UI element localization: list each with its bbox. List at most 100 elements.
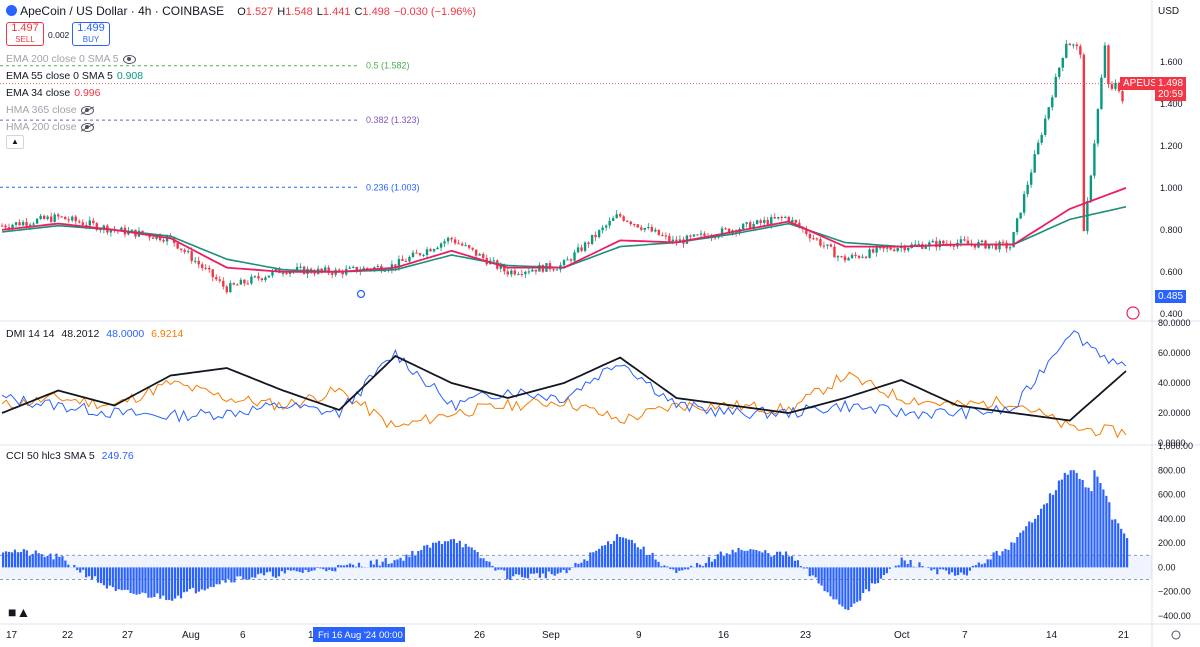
cci-tick-label: −200.00 [1158,587,1191,597]
cci-bar [897,565,900,568]
candle [805,226,808,237]
cci-tick-label: 0.00 [1158,562,1176,572]
cci-bar [862,567,865,593]
cci-bar [265,567,269,573]
candle [843,253,847,263]
collapse-legend-button[interactable]: ▲ [6,135,24,149]
cci-bar [105,567,108,589]
indicator-value: 0.996 [74,87,101,99]
buy-button[interactable]: 1.499 BUY [72,22,110,46]
cci-bar [601,545,604,568]
minus-di-line [1,371,1127,439]
candle [246,280,250,285]
dmi-adx-value: 48.2012 [61,328,100,340]
candle [186,248,190,254]
candle [534,269,538,275]
time-tick-label: 6 [240,630,246,641]
cci-bar [515,567,518,575]
indicator-row-3[interactable]: HMA 365 close [6,104,94,116]
candle [1075,42,1079,51]
cci-bar [669,567,672,570]
cci-bar [197,567,200,592]
cci-bar [953,567,957,576]
sell-price: 1.497 [11,22,39,34]
candle [95,221,99,232]
cci-bar [96,567,100,583]
cci-bar [752,549,755,568]
eye-off-icon[interactable] [80,122,94,132]
candle [453,236,457,246]
candle [478,252,481,256]
cci-bar [992,552,995,568]
indicator-value: 0.908 [116,70,144,82]
cci-bar [687,567,690,570]
cci-bar [298,567,301,572]
adx-line [1,354,1127,422]
indicator-row-1[interactable]: EMA 55 close 0 SMA 5 0.908 [6,70,143,82]
cci-value: 249.76 [101,450,134,462]
cci-bar [369,560,372,568]
cci-bar [340,565,343,568]
cci-bar [286,567,289,570]
cci-bar [1105,495,1108,568]
candle [741,222,745,230]
candle [548,260,552,272]
cci-bar [912,566,915,568]
candle [1100,74,1103,110]
cci-bar [859,567,862,601]
cci-bar [838,567,841,605]
chart-header: ApeCoin / US Dollar · 4h · COINBASE O1.5… [6,4,476,18]
cci-bar [1081,479,1084,568]
cci-bar [615,534,619,568]
cci-bar [867,567,871,592]
cci-bar [295,567,298,572]
cci-bar [933,567,936,570]
candle [1022,190,1026,216]
cci-bar [354,566,358,568]
cci-bar [1039,508,1043,568]
cci-bar [704,562,708,568]
currency-selector[interactable]: USD [1158,6,1180,17]
cci-tick-label: 200.00 [1158,538,1186,548]
candle [527,268,531,275]
cci-bar [921,566,924,568]
candle [74,214,77,225]
eye-off-icon[interactable] [80,105,94,115]
low-price-badge: 0.485 [1155,289,1187,303]
indicator-row-4[interactable]: HMA 200 close [6,121,94,133]
candle [994,240,998,251]
cci-bar [1016,537,1019,568]
cci-bar [1004,548,1007,568]
candle [183,248,186,255]
candle [1054,73,1057,98]
indicator-row-2[interactable]: EMA 34 close 0.996 [6,87,100,99]
eye-icon[interactable] [122,54,136,64]
candle [429,247,432,252]
candle [408,255,411,263]
candle [643,227,646,233]
cci-bar [99,567,103,584]
cci-bar [758,551,761,568]
cci-bar [509,567,512,581]
cci-bar [470,547,473,568]
indicator-row-0[interactable]: EMA 200 close 0 SMA 5 [6,53,136,65]
price-tick-label: 0.600 [1160,267,1183,277]
cci-tick-label: 400.00 [1158,514,1186,524]
cci-bar [553,567,556,576]
candle [1065,39,1068,59]
cci-bar [577,563,580,568]
candle [71,215,74,223]
symbol-title[interactable]: ApeCoin / US Dollar · 4h · COINBASE [20,4,225,18]
cci-tick-label: 1,000.00 [1158,441,1193,451]
cci-bar [153,567,156,597]
cci-bar [171,567,174,601]
candle [847,256,850,261]
candle [619,212,622,218]
sell-button[interactable]: 1.497 SELL [6,22,44,46]
candle [418,252,422,257]
candle [745,221,748,228]
candle [46,215,49,221]
cci-bar [449,539,453,568]
time-tick-label: Oct [894,630,910,641]
